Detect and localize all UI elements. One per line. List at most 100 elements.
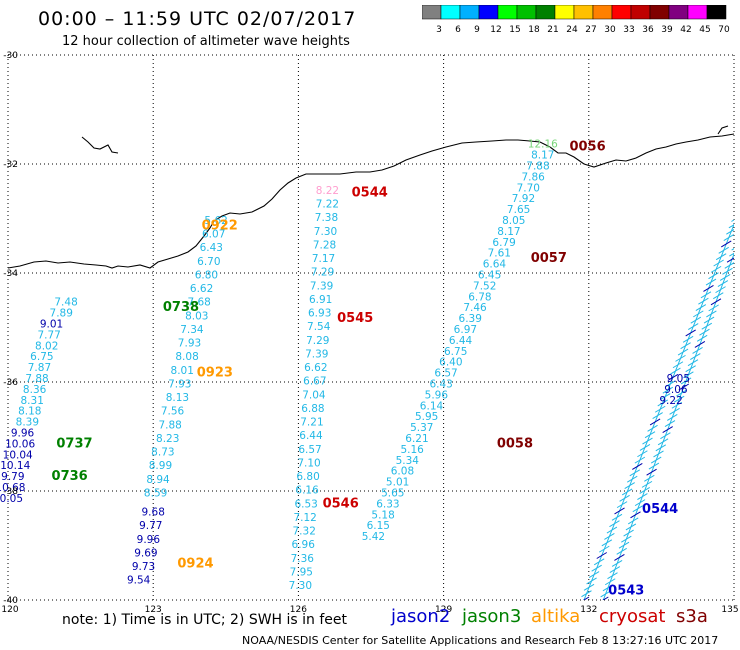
- track-tick: [680, 377, 692, 385]
- track-tick: [705, 278, 717, 286]
- pass-time-label: 0922: [202, 218, 238, 233]
- track-tick: [687, 359, 699, 367]
- lat-tick-label: -38: [3, 487, 18, 497]
- swh-value: 9.96: [137, 534, 161, 546]
- swh-value: 8.13: [166, 392, 189, 404]
- coastline-fragment-east: [717, 125, 729, 135]
- track-tick: [717, 280, 729, 287]
- swh-value: 7.48: [54, 297, 77, 309]
- track-tick: [667, 413, 678, 421]
- pass-time-label: 0923: [197, 366, 233, 381]
- track-tick: [588, 571, 600, 578]
- colorbar-label: 45: [699, 25, 710, 35]
- colorbar-label: 18: [528, 25, 540, 35]
- swh-value: 6.33: [376, 498, 399, 510]
- swh-value: 6.14: [420, 400, 444, 412]
- colorbar-label: 6: [455, 25, 461, 35]
- track-tick: [632, 505, 644, 513]
- swh-value: 10.05: [0, 493, 23, 505]
- swh-value: 9.68: [142, 507, 165, 519]
- legend-cryosat: cryosat: [599, 606, 666, 627]
- legend-jason3: jason3: [462, 606, 522, 627]
- swh-value: 7.46: [463, 302, 487, 314]
- track-tick: [619, 494, 630, 502]
- colorbar-label: 39: [661, 25, 673, 35]
- track-tick: [611, 513, 623, 521]
- lat-tick-label: -40: [3, 596, 18, 606]
- track-tick: [625, 523, 637, 531]
- colorbar-label: 70: [718, 25, 730, 35]
- track-tick: [641, 480, 653, 488]
- track-tick: [685, 365, 696, 373]
- track-tick: [654, 405, 666, 413]
- legend-s3a: s3a: [676, 606, 708, 627]
- track-tick: [604, 578, 616, 586]
- track-tick: [724, 262, 734, 269]
- track-tick: [694, 340, 706, 348]
- colorbar-label: 9: [474, 25, 480, 35]
- swh-value: 8.36: [23, 384, 47, 396]
- swh-value: 6.43: [429, 378, 452, 390]
- colorbar-label: 36: [642, 25, 654, 35]
- track-tick: [593, 558, 605, 566]
- swh-value: 9.54: [127, 575, 151, 587]
- track-tick: [703, 285, 714, 292]
- swh-value: 8.17: [531, 150, 554, 162]
- swh-value: 7.86: [521, 171, 545, 183]
- swh-value: 6.62: [190, 283, 213, 295]
- swh-value: 6.70: [197, 256, 220, 268]
- track-tick: [682, 335, 694, 343]
- pass-time-label: 0545: [337, 311, 373, 326]
- swh-value: 7.39: [305, 348, 328, 360]
- swh-value: 10.68: [0, 482, 25, 494]
- track-tick: [648, 462, 660, 470]
- swh-value: 5.34: [396, 455, 420, 467]
- swh-value: 7.32: [293, 526, 316, 538]
- track-tick: [602, 596, 609, 600]
- swh-value: 7.28: [313, 239, 336, 251]
- track-tick: [673, 395, 685, 403]
- track-tick: [665, 380, 676, 388]
- swh-value: 7.88: [526, 160, 549, 172]
- track-tick: [634, 456, 646, 464]
- track-tick: [723, 234, 734, 242]
- track-tick: [669, 407, 680, 415]
- swh-value: 7.88: [158, 419, 181, 431]
- colorbar-label: 42: [680, 25, 691, 35]
- swh-value: 7.56: [161, 406, 185, 418]
- swh-value: 9.22: [659, 395, 682, 407]
- lat-lon-grid: [7, 54, 735, 601]
- swh-value: 9.96: [11, 428, 35, 440]
- lon-tick-label: 123: [145, 605, 162, 615]
- swh-value: 8.73: [151, 447, 174, 459]
- swh-value: 6.53: [294, 498, 317, 510]
- pass-time-label: 0737: [56, 436, 92, 451]
- track-tick: [696, 334, 708, 342]
- track-tick: [616, 501, 628, 509]
- track-tick: [583, 583, 595, 591]
- swh-value: 6.08: [391, 466, 414, 478]
- swh-value: 8.94: [146, 474, 170, 486]
- track-tick: [582, 596, 590, 600]
- swh-value: 6.97: [454, 324, 477, 336]
- swh-value: 10.14: [0, 460, 30, 472]
- colorbar-label: 3: [436, 25, 442, 35]
- swh-value: 7.30: [314, 226, 337, 238]
- pass-time-label: 0924: [177, 556, 213, 571]
- swh-value: 5.16: [400, 444, 424, 456]
- lon-tick-label: 132: [580, 605, 597, 615]
- track-tick: [695, 304, 707, 311]
- track-tick: [618, 541, 630, 549]
- track-tick: [624, 482, 635, 489]
- track-tick: [646, 468, 657, 476]
- map-subtitle: 12 hour collection of altimeter wave hei…: [62, 34, 350, 49]
- swh-value: 5.95: [415, 411, 438, 423]
- track-tick: [715, 253, 727, 261]
- track-tick: [719, 274, 731, 281]
- track-tick: [657, 438, 669, 446]
- pass-time-label: 0056: [569, 139, 605, 154]
- swh-value: 9.79: [1, 471, 24, 483]
- swh-value: 6.16: [295, 485, 319, 497]
- australia-south-coastline: [8, 133, 734, 269]
- track-tick: [690, 316, 702, 324]
